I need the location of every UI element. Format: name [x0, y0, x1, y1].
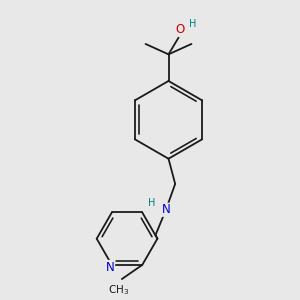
- Text: N: N: [106, 261, 114, 274]
- Text: N: N: [161, 203, 170, 216]
- Text: O: O: [176, 23, 185, 36]
- Text: H: H: [148, 198, 155, 208]
- Text: H: H: [188, 19, 196, 28]
- Text: CH$_3$: CH$_3$: [108, 284, 130, 297]
